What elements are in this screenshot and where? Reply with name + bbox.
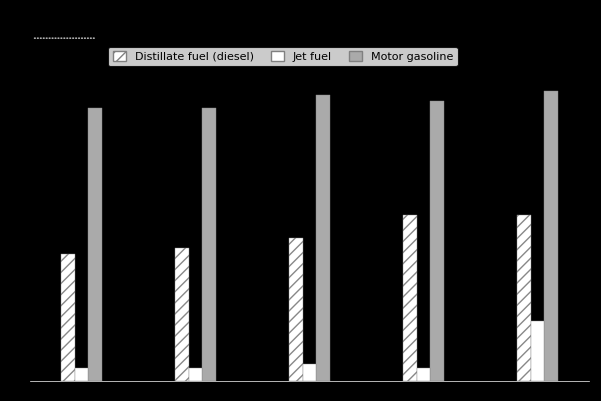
Bar (75, 368, 88, 381)
Bar (531, 321, 545, 381)
Bar (61, 255, 75, 381)
Bar (88, 108, 102, 381)
Bar (189, 368, 203, 381)
Bar (517, 215, 531, 381)
Bar (175, 248, 189, 381)
Bar (416, 368, 430, 381)
Bar (430, 101, 444, 381)
Bar (203, 108, 216, 381)
Bar (316, 95, 330, 381)
Bar (303, 364, 316, 381)
Bar (403, 215, 416, 381)
Bar (289, 238, 303, 381)
Bar (545, 91, 558, 381)
Legend: Distillate fuel (diesel), Jet fuel, Motor gasoline: Distillate fuel (diesel), Jet fuel, Moto… (108, 47, 457, 66)
